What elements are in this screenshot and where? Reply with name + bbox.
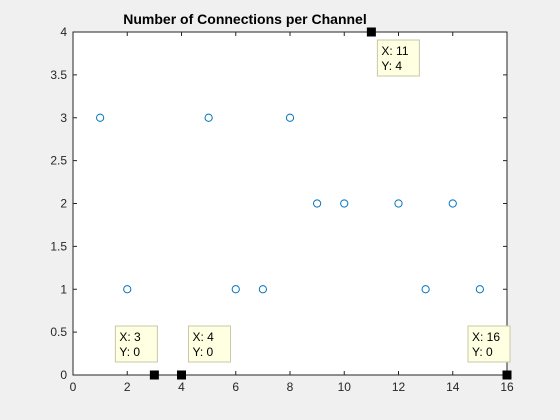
datatip[interactable]: X: 16Y: 0: [467, 325, 512, 380]
axes-background: [73, 32, 507, 375]
data-point[interactable]: [285, 113, 295, 122]
data-point[interactable]: [421, 285, 430, 294]
datatip-y-label: Y: 0: [193, 345, 214, 359]
datatip-box: [188, 325, 231, 363]
x-tick-label: 14: [446, 380, 460, 394]
y-tick-label: 2: [60, 197, 67, 211]
datatip-y-label: Y: 0: [472, 345, 493, 359]
data-point[interactable]: [394, 199, 403, 208]
datatip-y-label: Y: 0: [119, 345, 140, 359]
datatip-box: [467, 325, 511, 363]
y-tick-label: 3: [60, 111, 67, 125]
y-tick-label: 1.5: [50, 239, 67, 253]
data-points[interactable]: [96, 113, 484, 294]
x-tick-label: 16: [500, 380, 514, 394]
x-tick-label: 12: [392, 380, 406, 394]
datatip[interactable]: X: 4Y: 0: [177, 325, 231, 380]
datatip-x-label: X: 16: [472, 330, 500, 344]
datatip-x-label: X: 4: [193, 330, 215, 344]
y-tick-label: 2.5: [50, 154, 67, 168]
x-tick-label: 4: [178, 380, 185, 394]
y-tick-label: 0.5: [50, 325, 67, 339]
data-point[interactable]: [123, 285, 132, 294]
x-tick-label: 6: [232, 380, 239, 394]
x-tick-label: 2: [124, 380, 131, 394]
y-tick-label: 1: [60, 282, 67, 296]
data-point[interactable]: [258, 285, 267, 294]
data-point[interactable]: [204, 113, 213, 122]
datatip-box: [114, 325, 158, 363]
data-point[interactable]: [313, 199, 322, 208]
datatip-marker[interactable]: [149, 370, 159, 380]
data-point[interactable]: [231, 285, 240, 294]
data-tips[interactable]: X: 3Y: 0X: 4Y: 0X: 11Y: 4X: 16Y: 0: [114, 27, 512, 380]
datatip-marker[interactable]: [366, 27, 376, 37]
datatip-marker[interactable]: [502, 370, 512, 380]
y-tick-label: 0: [60, 368, 67, 382]
tick-labels: 0 2 4 6 8 10 12 14 16 0 0.5 1 1.5 2 2.5 3 3.5 4: [50, 25, 514, 394]
datatip-y-label: Y: 4: [381, 59, 402, 73]
datatip-x-label: X: 3: [119, 330, 141, 344]
axes-box: [72, 31, 508, 376]
chart-title: Number of Connections per Channel: [123, 11, 366, 27]
data-point[interactable]: [475, 285, 484, 294]
y-tick-label: 4: [60, 25, 67, 39]
data-point[interactable]: [96, 113, 105, 122]
x-tick-label: 10: [338, 380, 352, 394]
datatip[interactable]: X: 3Y: 0: [114, 325, 159, 380]
datatip-x-label: X: 11: [381, 44, 408, 58]
x-tick-label: 8: [287, 380, 294, 394]
datatip[interactable]: X: 11Y: 4: [366, 27, 420, 77]
data-point[interactable]: [340, 199, 349, 208]
y-tick-label: 3.5: [50, 68, 67, 82]
datatip-marker[interactable]: [177, 370, 186, 380]
data-point[interactable]: [448, 199, 457, 208]
datatip-box: [376, 39, 420, 77]
x-tick-label: 0: [70, 380, 77, 394]
